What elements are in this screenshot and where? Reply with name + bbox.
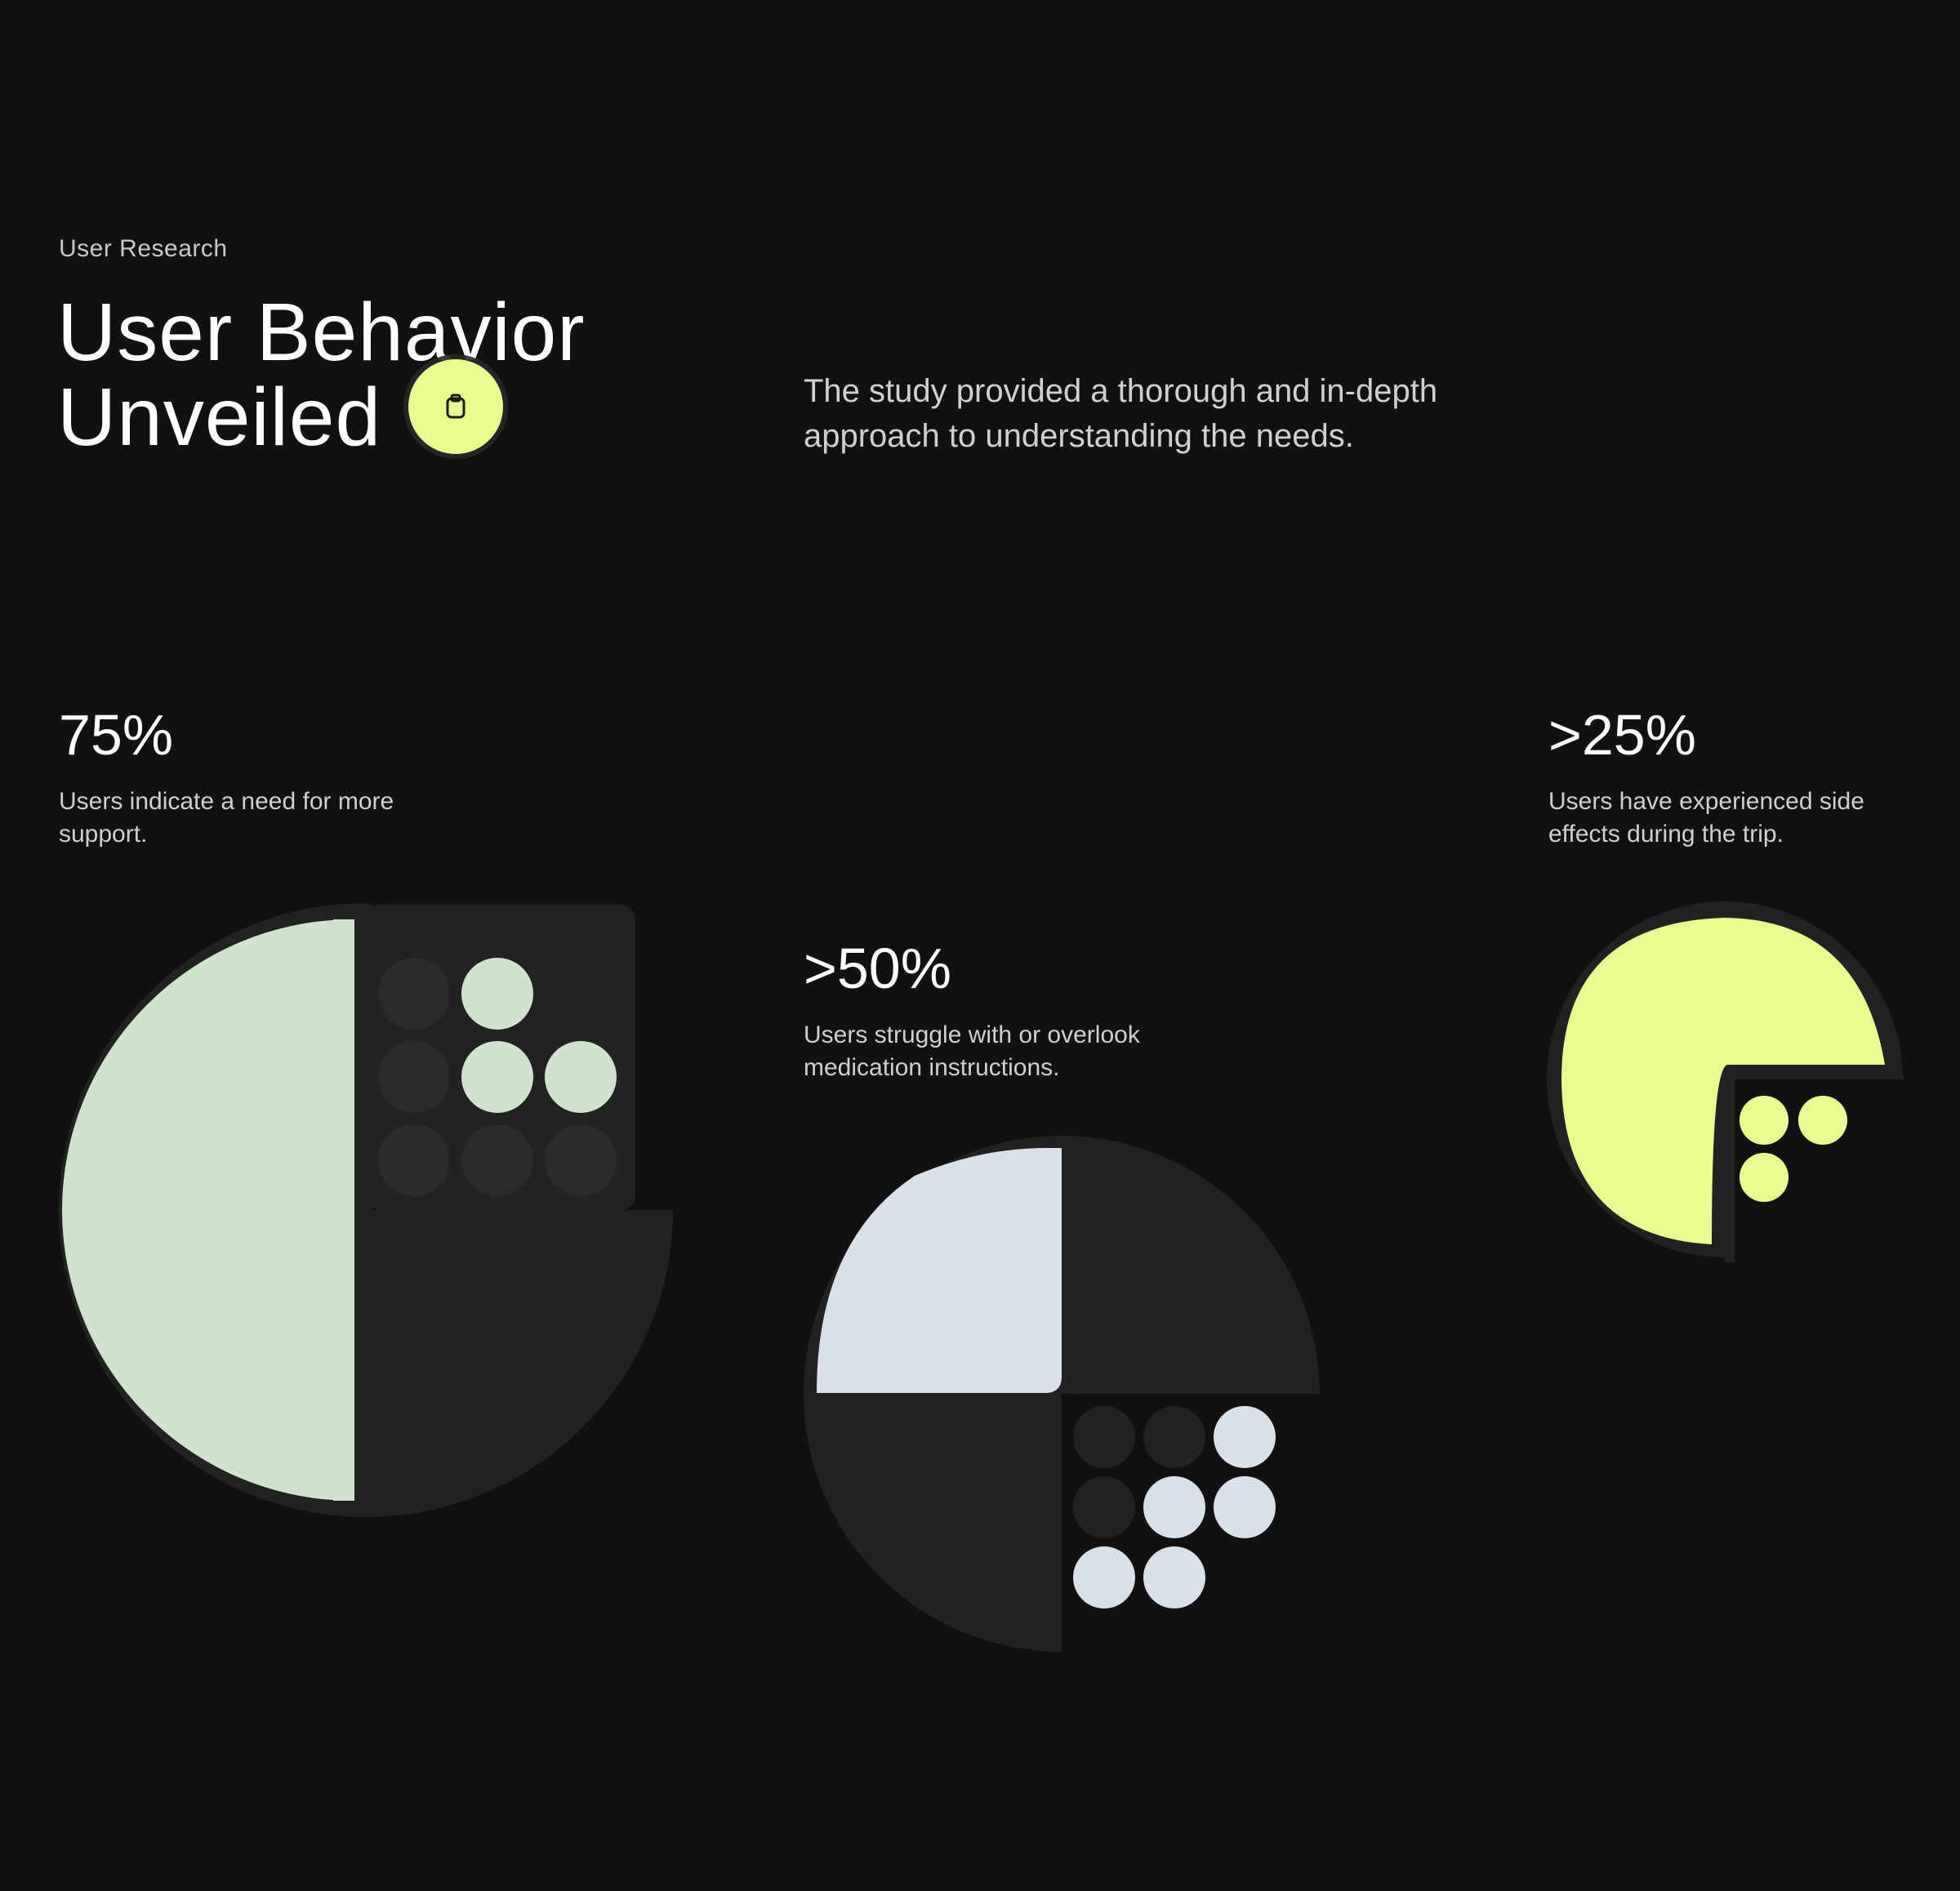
- stat-card-2: >50% Users struggle with or overlook med…: [804, 937, 1179, 1084]
- dot: [1740, 1096, 1788, 1145]
- dot: [1073, 1476, 1135, 1538]
- stat-description: Users indicate a need for more support.: [59, 788, 394, 848]
- dot: [1143, 1546, 1205, 1608]
- dot: [378, 1041, 450, 1113]
- dot: [1214, 1406, 1276, 1468]
- stat-value: >50%: [804, 937, 951, 1000]
- stat-description: Users struggle with or overlook medicati…: [804, 1021, 1140, 1081]
- dot: [378, 1124, 450, 1196]
- page-title: User Behavior Unveiled: [57, 290, 586, 460]
- stat-visual-50: [804, 1136, 1323, 1657]
- dot-panel-inner: [1725, 1079, 1733, 1253]
- dot: [1214, 1476, 1276, 1538]
- stat-description: Users have experienced side effects duri…: [1548, 788, 1864, 848]
- dot: [461, 1124, 533, 1196]
- intro-paragraph: The study provided a thorough and in-dep…: [804, 373, 1438, 454]
- stat-card-1: 75% Users indicate a need for more suppo…: [59, 704, 402, 851]
- cursor-badge[interactable]: [408, 359, 503, 454]
- dot: [461, 958, 533, 1030]
- stat-value: 75%: [59, 703, 174, 767]
- dot: [1073, 1546, 1135, 1608]
- pie-fill-quarter: [817, 1148, 1062, 1393]
- dot: [461, 1041, 533, 1113]
- dot: [1073, 1406, 1135, 1468]
- dot: [378, 958, 450, 1030]
- dot: [1798, 1096, 1847, 1145]
- section-eyebrow: User Research: [59, 235, 228, 262]
- pie-fill-half: [62, 919, 353, 1501]
- dot: [545, 1041, 617, 1113]
- stat-card-3: >25% Users have experienced side effects…: [1548, 704, 1908, 851]
- stat-visual-25: [1547, 901, 1916, 1267]
- pie-fill-threequarter: [1561, 918, 1885, 1244]
- dot: [1143, 1406, 1205, 1468]
- page-title-line-1: User Behavior: [57, 287, 586, 378]
- dot: [1143, 1476, 1205, 1538]
- stat-visual-75: [59, 903, 673, 1517]
- dot: [1740, 1153, 1788, 1202]
- stat-value: >25%: [1548, 703, 1696, 767]
- dot: [545, 1124, 617, 1196]
- page-title-line-2: Unveiled: [57, 372, 382, 463]
- clipboard-icon: [446, 394, 466, 419]
